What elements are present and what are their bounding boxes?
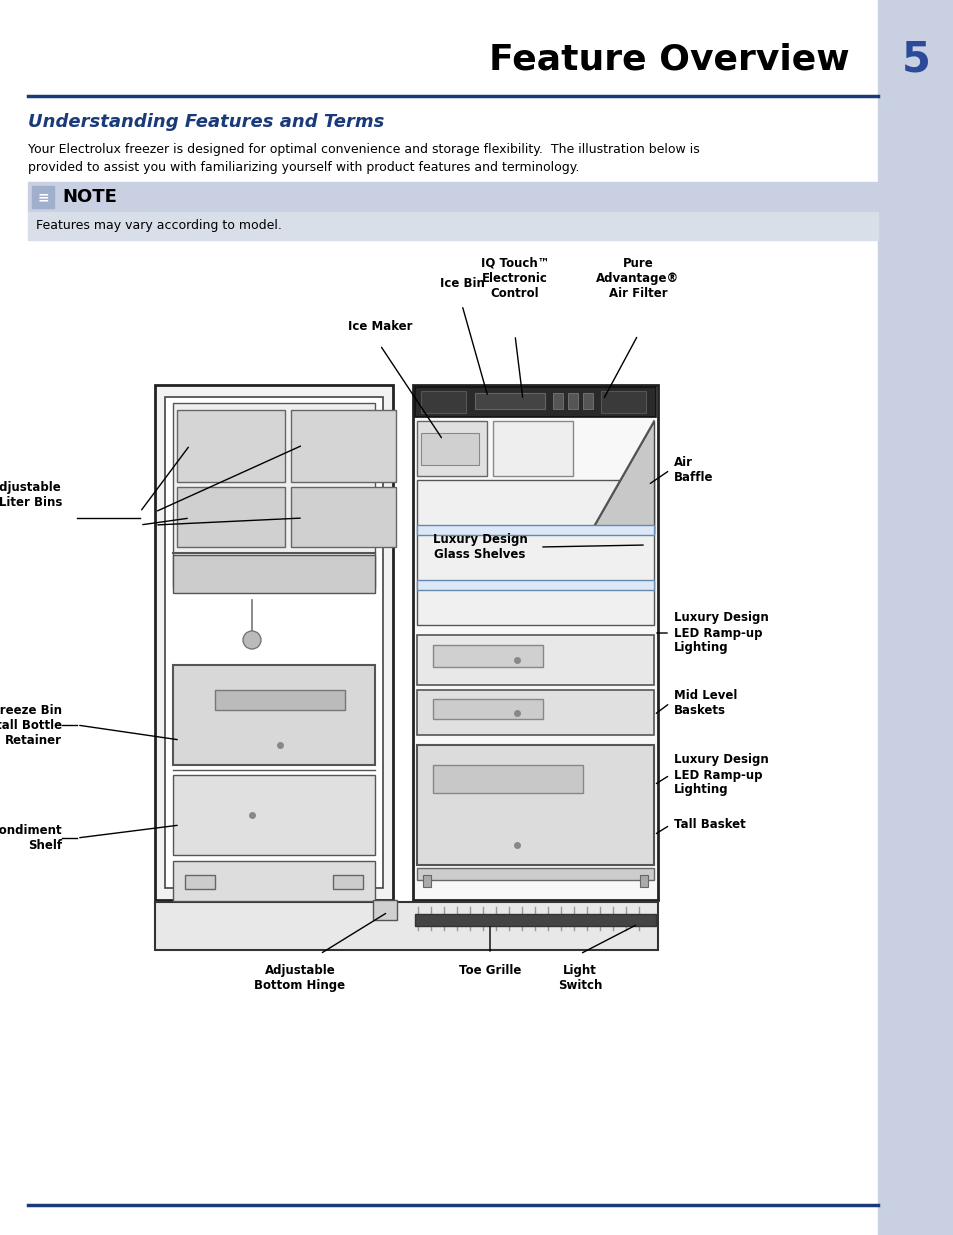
Bar <box>185 876 214 889</box>
Bar <box>567 393 578 409</box>
Circle shape <box>243 631 261 650</box>
Bar <box>420 391 465 412</box>
Text: Adjustable
Bottom Hinge: Adjustable Bottom Hinge <box>254 965 345 992</box>
Bar <box>177 487 285 547</box>
Text: Luxury Design
Glass Shelves: Luxury Design Glass Shelves <box>432 534 527 561</box>
Bar <box>600 391 645 412</box>
Bar <box>416 868 654 881</box>
Bar <box>553 393 562 409</box>
Text: Toe Grille: Toe Grille <box>458 965 520 977</box>
Bar <box>416 421 486 475</box>
Text: Mid Level
Baskets: Mid Level Baskets <box>673 689 737 718</box>
Text: NOTE: NOTE <box>62 188 117 206</box>
Text: Features may vary according to model.: Features may vary according to model. <box>36 220 281 232</box>
Bar <box>433 645 542 667</box>
Text: ≡: ≡ <box>37 190 49 204</box>
Bar <box>416 525 654 535</box>
Bar <box>172 403 375 588</box>
Bar <box>877 0 953 1235</box>
Text: 5: 5 <box>901 40 929 82</box>
Text: Luxury Design
LED Ramp-up
Lighting: Luxury Design LED Ramp-up Lighting <box>673 753 768 797</box>
Text: Ice Maker: Ice Maker <box>348 320 412 333</box>
Bar <box>214 690 345 710</box>
Text: IQ Touch™
Electronic
Control: IQ Touch™ Electronic Control <box>480 257 549 300</box>
Bar <box>172 861 375 902</box>
Bar <box>172 664 375 764</box>
Bar <box>291 410 395 482</box>
Bar <box>433 764 582 793</box>
Bar <box>493 421 573 475</box>
Bar <box>172 555 375 593</box>
Bar <box>177 410 285 482</box>
Text: Ice Bin: Ice Bin <box>439 277 484 290</box>
Bar <box>416 745 654 864</box>
Bar <box>333 876 363 889</box>
Bar <box>433 699 542 719</box>
Bar <box>28 182 877 212</box>
Text: Tall Basket: Tall Basket <box>673 819 745 831</box>
Bar <box>154 902 658 950</box>
Bar <box>416 480 654 625</box>
Bar <box>154 385 393 900</box>
Text: Soft Freeze Bin
w/tall Bottle
Retainer: Soft Freeze Bin w/tall Bottle Retainer <box>0 704 62 746</box>
Text: Air
Baffle: Air Baffle <box>673 456 713 484</box>
Bar <box>416 635 654 685</box>
Bar <box>415 914 656 926</box>
Bar <box>639 876 647 887</box>
Bar <box>420 433 478 466</box>
Bar <box>582 393 593 409</box>
Bar <box>32 186 54 207</box>
Bar <box>416 690 654 735</box>
Bar <box>291 487 395 547</box>
Text: Light
Switch: Light Switch <box>558 965 601 992</box>
Text: Understanding Features and Terms: Understanding Features and Terms <box>28 112 384 131</box>
Bar <box>28 212 877 240</box>
Bar <box>165 396 382 888</box>
Bar <box>416 580 654 590</box>
Text: Pure
Advantage®
Air Filter: Pure Advantage® Air Filter <box>596 257 679 300</box>
Text: Feature Overview: Feature Overview <box>489 43 849 77</box>
Text: Condiment
Shelf: Condiment Shelf <box>0 824 62 852</box>
Bar <box>422 876 431 887</box>
Bar <box>415 387 656 417</box>
Text: Luxury Design
LED Ramp-up
Lighting: Luxury Design LED Ramp-up Lighting <box>673 611 768 655</box>
Bar <box>373 900 396 920</box>
Text: provided to assist you with familiarizing yourself with product features and ter: provided to assist you with familiarizin… <box>28 161 578 173</box>
Bar <box>172 776 375 855</box>
Text: Adjustable
Two Liter Bins: Adjustable Two Liter Bins <box>0 480 62 509</box>
Text: Your Electrolux freezer is designed for optimal convenience and storage flexibil: Your Electrolux freezer is designed for … <box>28 143 699 157</box>
Polygon shape <box>589 421 654 534</box>
Bar <box>475 393 544 409</box>
Bar <box>413 385 658 900</box>
